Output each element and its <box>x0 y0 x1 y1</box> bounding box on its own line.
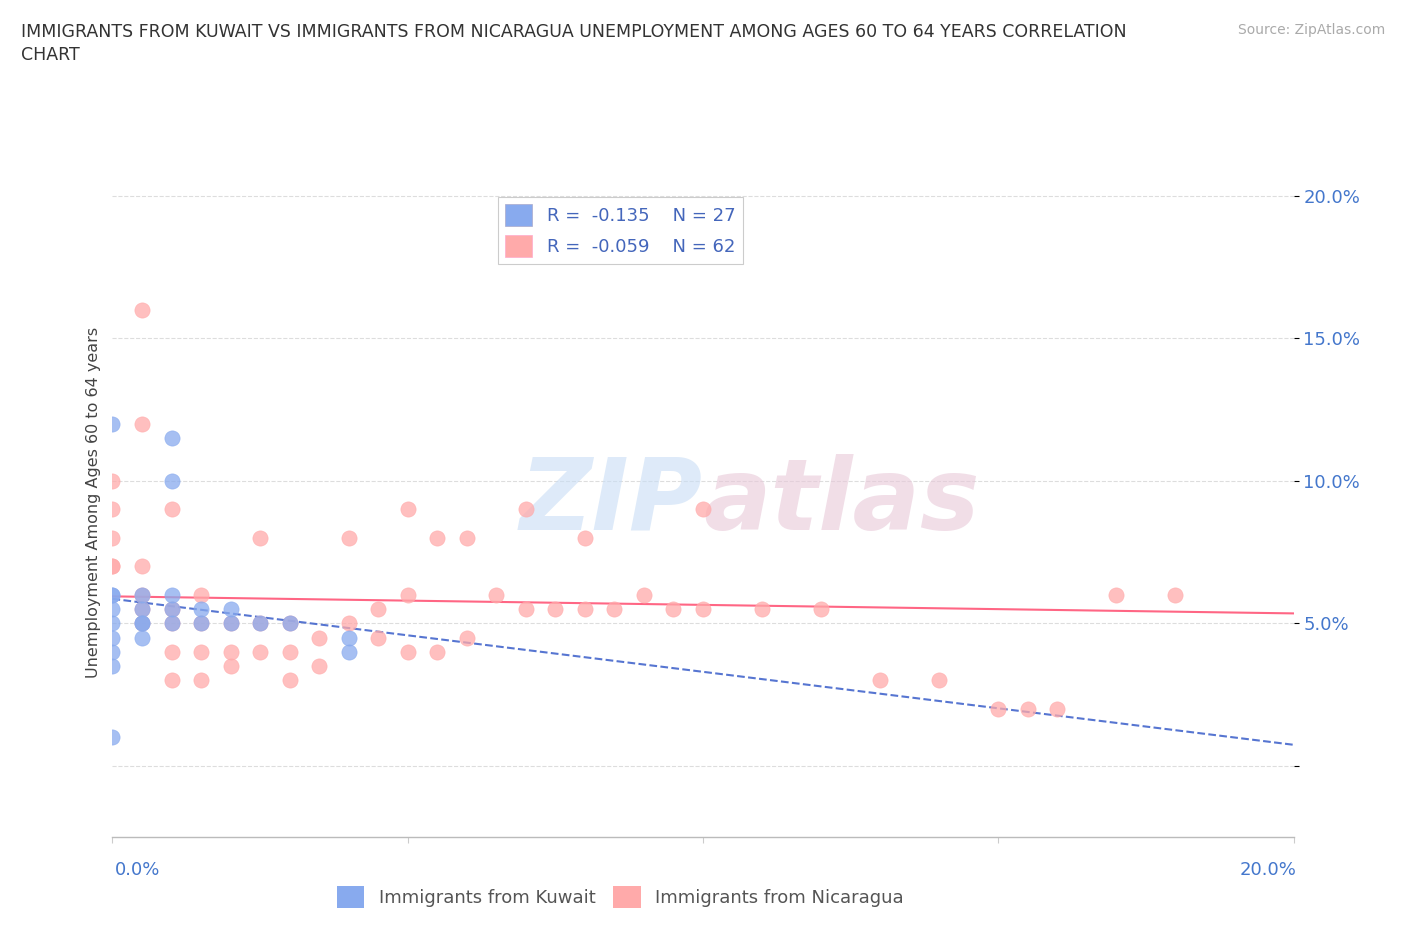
Point <box>662 602 685 617</box>
Point <box>101 658 124 673</box>
Point <box>131 417 153 432</box>
Point <box>101 530 124 545</box>
Point <box>190 602 212 617</box>
Point <box>456 631 478 645</box>
Point <box>367 631 389 645</box>
Point <box>160 672 183 687</box>
Point <box>278 644 301 659</box>
Point <box>249 644 271 659</box>
Point <box>396 644 419 659</box>
Point <box>278 672 301 687</box>
Point <box>101 588 124 603</box>
Point <box>337 616 360 631</box>
Text: CHART: CHART <box>21 46 80 64</box>
Point <box>160 644 183 659</box>
Legend: Immigrants from Kuwait, Immigrants from Nicaragua: Immigrants from Kuwait, Immigrants from … <box>330 879 911 915</box>
Point <box>101 631 124 645</box>
Point <box>426 644 449 659</box>
Point <box>219 644 242 659</box>
Point <box>633 588 655 603</box>
Text: Source: ZipAtlas.com: Source: ZipAtlas.com <box>1237 23 1385 37</box>
Point <box>101 588 124 603</box>
Point <box>190 588 212 603</box>
Point <box>131 602 153 617</box>
Point <box>131 588 153 603</box>
Text: 20.0%: 20.0% <box>1240 860 1296 879</box>
Point <box>219 658 242 673</box>
Point <box>337 644 360 659</box>
Text: atlas: atlas <box>703 454 980 551</box>
Point <box>1105 588 1128 603</box>
Point <box>160 616 183 631</box>
Point <box>160 588 183 603</box>
Point <box>131 616 153 631</box>
Point <box>219 602 242 617</box>
Point <box>219 616 242 631</box>
Point <box>190 672 212 687</box>
Point <box>160 602 183 617</box>
Point <box>101 559 124 574</box>
Point <box>249 616 271 631</box>
Point <box>692 502 714 517</box>
Point <box>810 602 832 617</box>
Point <box>101 644 124 659</box>
Point <box>1046 701 1069 716</box>
Point <box>396 502 419 517</box>
Point <box>101 502 124 517</box>
Point <box>337 631 360 645</box>
Point <box>160 502 183 517</box>
Point <box>249 530 271 545</box>
Point <box>160 431 183 445</box>
Point <box>131 559 153 574</box>
Point <box>160 473 183 488</box>
Point <box>396 588 419 603</box>
Point <box>101 473 124 488</box>
Point <box>574 530 596 545</box>
Point <box>515 602 537 617</box>
Point <box>692 602 714 617</box>
Point <box>485 588 508 603</box>
Point <box>308 631 330 645</box>
Point <box>1017 701 1039 716</box>
Text: ZIP: ZIP <box>520 454 703 551</box>
Point <box>1164 588 1187 603</box>
Point <box>131 602 153 617</box>
Point <box>160 616 183 631</box>
Point <box>574 602 596 617</box>
Point <box>928 672 950 687</box>
Point <box>337 530 360 545</box>
Point <box>751 602 773 617</box>
Point <box>544 602 567 617</box>
Point <box>131 588 153 603</box>
Point <box>131 616 153 631</box>
Point <box>190 616 212 631</box>
Point <box>367 602 389 617</box>
Text: 0.0%: 0.0% <box>115 860 160 879</box>
Point <box>869 672 891 687</box>
Point <box>190 616 212 631</box>
Point <box>101 616 124 631</box>
Point <box>515 502 537 517</box>
Point <box>278 616 301 631</box>
Point <box>131 302 153 317</box>
Point <box>219 616 242 631</box>
Point <box>278 616 301 631</box>
Point <box>101 730 124 745</box>
Point <box>190 644 212 659</box>
Point <box>160 602 183 617</box>
Point <box>131 616 153 631</box>
Point <box>101 602 124 617</box>
Y-axis label: Unemployment Among Ages 60 to 64 years: Unemployment Among Ages 60 to 64 years <box>86 326 101 678</box>
Point <box>131 631 153 645</box>
Point <box>101 559 124 574</box>
Text: IMMIGRANTS FROM KUWAIT VS IMMIGRANTS FROM NICARAGUA UNEMPLOYMENT AMONG AGES 60 T: IMMIGRANTS FROM KUWAIT VS IMMIGRANTS FRO… <box>21 23 1126 41</box>
Point <box>456 530 478 545</box>
Point <box>987 701 1010 716</box>
Point <box>426 530 449 545</box>
Point <box>308 658 330 673</box>
Point <box>101 417 124 432</box>
Point <box>603 602 626 617</box>
Point <box>249 616 271 631</box>
